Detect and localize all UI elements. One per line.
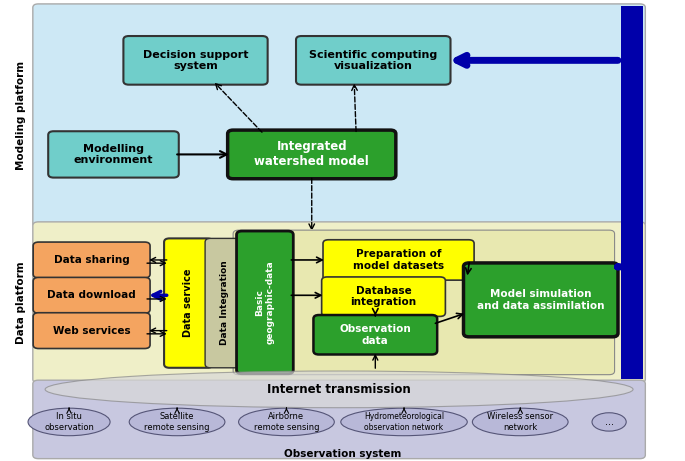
Ellipse shape (473, 408, 568, 436)
FancyBboxPatch shape (227, 130, 396, 179)
Text: Observation system: Observation system (284, 449, 401, 459)
FancyBboxPatch shape (33, 242, 150, 278)
Text: Database
integration: Database integration (351, 286, 416, 307)
Text: Data platform: Data platform (16, 261, 26, 344)
Text: ...: ... (605, 417, 614, 427)
FancyBboxPatch shape (323, 240, 474, 280)
FancyBboxPatch shape (33, 222, 645, 383)
FancyBboxPatch shape (464, 263, 618, 337)
Text: Model simulation
and data assimilation: Model simulation and data assimilation (477, 289, 604, 311)
FancyBboxPatch shape (123, 36, 268, 85)
FancyBboxPatch shape (33, 380, 645, 459)
Text: Data download: Data download (47, 290, 136, 300)
Text: Data Integration: Data Integration (220, 261, 229, 345)
Text: Data sharing: Data sharing (53, 255, 129, 265)
Text: Scientific computing
visualization: Scientific computing visualization (309, 49, 438, 71)
Ellipse shape (129, 408, 225, 436)
Text: Hydrometeorological
observation network: Hydrometeorological observation network (364, 412, 444, 431)
FancyBboxPatch shape (164, 238, 212, 368)
FancyBboxPatch shape (205, 238, 244, 368)
Text: Modeling platform: Modeling platform (16, 61, 26, 170)
Ellipse shape (238, 408, 334, 436)
FancyBboxPatch shape (233, 230, 614, 375)
Text: Preparation of
model datasets: Preparation of model datasets (353, 249, 444, 271)
Ellipse shape (45, 371, 633, 408)
Text: Observation
data: Observation data (340, 324, 411, 346)
Text: Wireless sensor
network: Wireless sensor network (487, 412, 553, 431)
Text: Airborne
remote sensing: Airborne remote sensing (253, 412, 319, 431)
FancyBboxPatch shape (314, 315, 437, 355)
Ellipse shape (592, 413, 626, 431)
Text: Internet transmission: Internet transmission (267, 383, 411, 396)
Text: Data service: Data service (184, 269, 193, 337)
FancyBboxPatch shape (296, 36, 451, 85)
Ellipse shape (28, 408, 110, 436)
Text: Integrated
watershed model: Integrated watershed model (254, 141, 369, 168)
Ellipse shape (341, 408, 467, 436)
Text: Satellite
remote sensing: Satellite remote sensing (145, 412, 210, 431)
Text: Web services: Web services (53, 325, 130, 336)
FancyBboxPatch shape (48, 131, 179, 177)
Text: Decision support
system: Decision support system (142, 49, 248, 71)
FancyBboxPatch shape (236, 231, 293, 374)
Text: Basic
geographic-data: Basic geographic-data (256, 260, 275, 344)
FancyBboxPatch shape (33, 313, 150, 349)
FancyBboxPatch shape (33, 278, 150, 313)
FancyBboxPatch shape (322, 277, 445, 316)
Text: In situ
observation: In situ observation (44, 412, 94, 431)
FancyBboxPatch shape (33, 4, 645, 227)
Text: Modelling
environment: Modelling environment (74, 144, 153, 165)
Bar (621, 6, 643, 379)
